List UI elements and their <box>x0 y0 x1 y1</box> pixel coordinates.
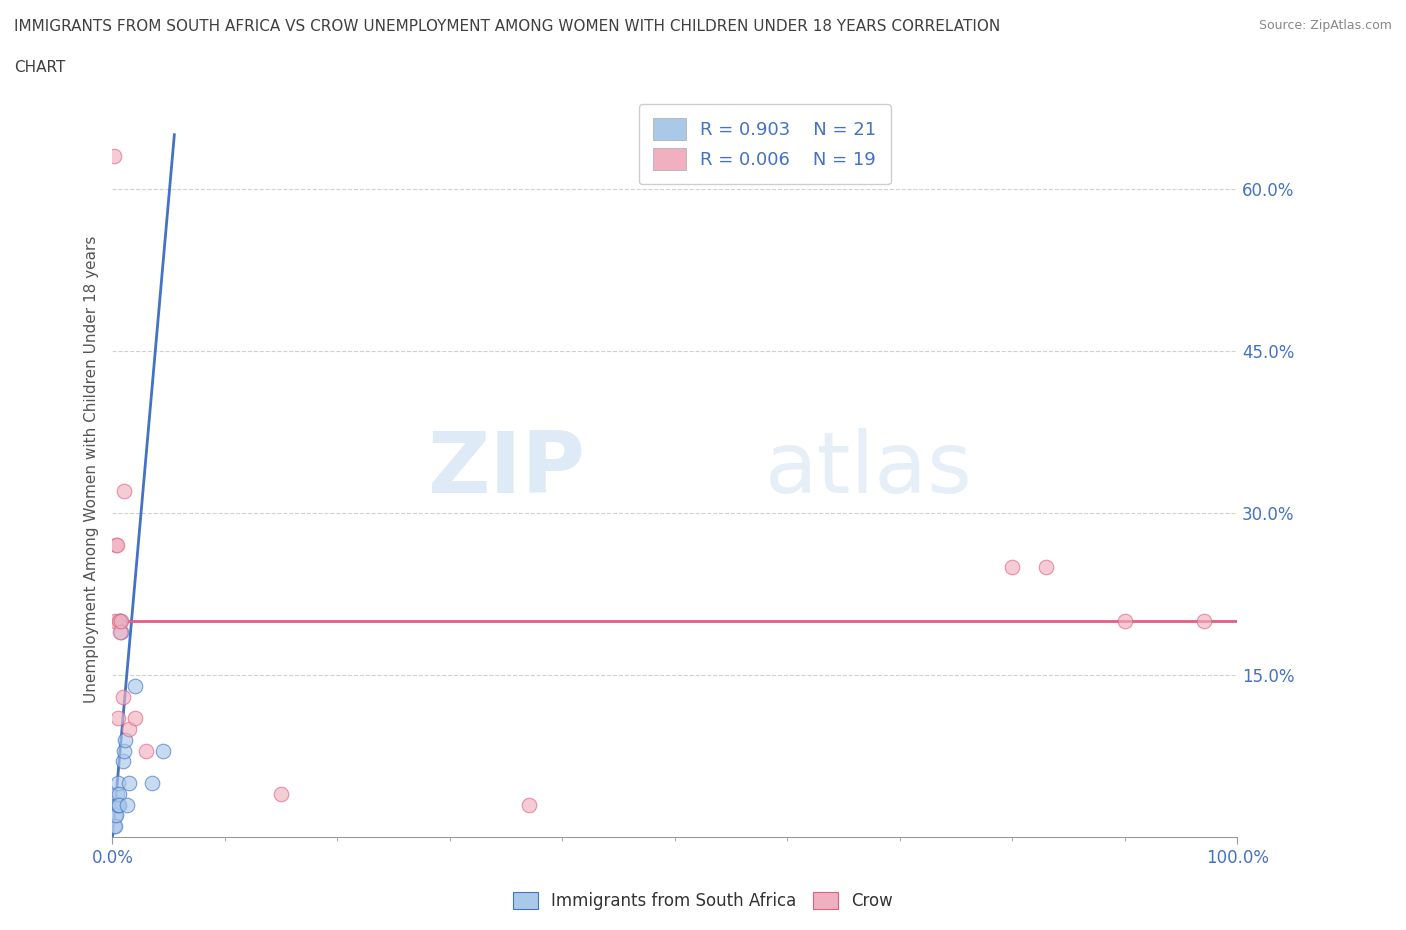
Point <box>111 754 134 769</box>
Point <box>107 787 129 802</box>
Text: atlas: atlas <box>765 428 973 512</box>
Point <box>118 722 141 737</box>
Point <box>108 797 131 812</box>
Point <box>107 797 129 812</box>
Point <box>105 808 128 823</box>
Point <box>104 808 127 823</box>
Point <box>1001 560 1024 575</box>
Point <box>115 797 138 812</box>
Point <box>141 776 163 790</box>
Point <box>1114 614 1136 629</box>
Point <box>103 149 125 164</box>
Point <box>104 538 127 552</box>
Point <box>105 787 128 802</box>
Point <box>270 787 292 802</box>
Text: ZIP: ZIP <box>427 428 585 512</box>
Legend: Immigrants from South Africa, Crow: Immigrants from South Africa, Crow <box>506 885 900 917</box>
Point <box>107 776 129 790</box>
Point <box>110 614 132 629</box>
Point <box>104 797 127 812</box>
Point <box>110 614 132 629</box>
Point <box>111 689 134 704</box>
Point <box>105 538 128 552</box>
Point <box>110 624 132 639</box>
Point <box>104 614 127 629</box>
Point <box>124 678 146 693</box>
Point <box>104 818 127 833</box>
Point <box>107 711 129 725</box>
Point <box>152 743 174 758</box>
Point <box>103 818 125 833</box>
Point <box>135 743 157 758</box>
Point <box>108 614 131 629</box>
Text: IMMIGRANTS FROM SOUTH AFRICA VS CROW UNEMPLOYMENT AMONG WOMEN WITH CHILDREN UNDE: IMMIGRANTS FROM SOUTH AFRICA VS CROW UNE… <box>14 19 1000 33</box>
Point <box>124 711 146 725</box>
Y-axis label: Unemployment Among Women with Children Under 18 years: Unemployment Among Women with Children U… <box>83 236 98 703</box>
Point <box>114 732 136 747</box>
Point <box>112 743 135 758</box>
Text: CHART: CHART <box>14 60 66 75</box>
Legend: R = 0.903    N = 21, R = 0.006    N = 19: R = 0.903 N = 21, R = 0.006 N = 19 <box>638 104 891 184</box>
Point <box>110 624 132 639</box>
Point <box>118 776 141 790</box>
Point <box>112 484 135 498</box>
Point <box>1192 614 1215 629</box>
Point <box>1035 560 1057 575</box>
Point <box>108 614 131 629</box>
Point <box>517 797 540 812</box>
Text: Source: ZipAtlas.com: Source: ZipAtlas.com <box>1258 19 1392 32</box>
